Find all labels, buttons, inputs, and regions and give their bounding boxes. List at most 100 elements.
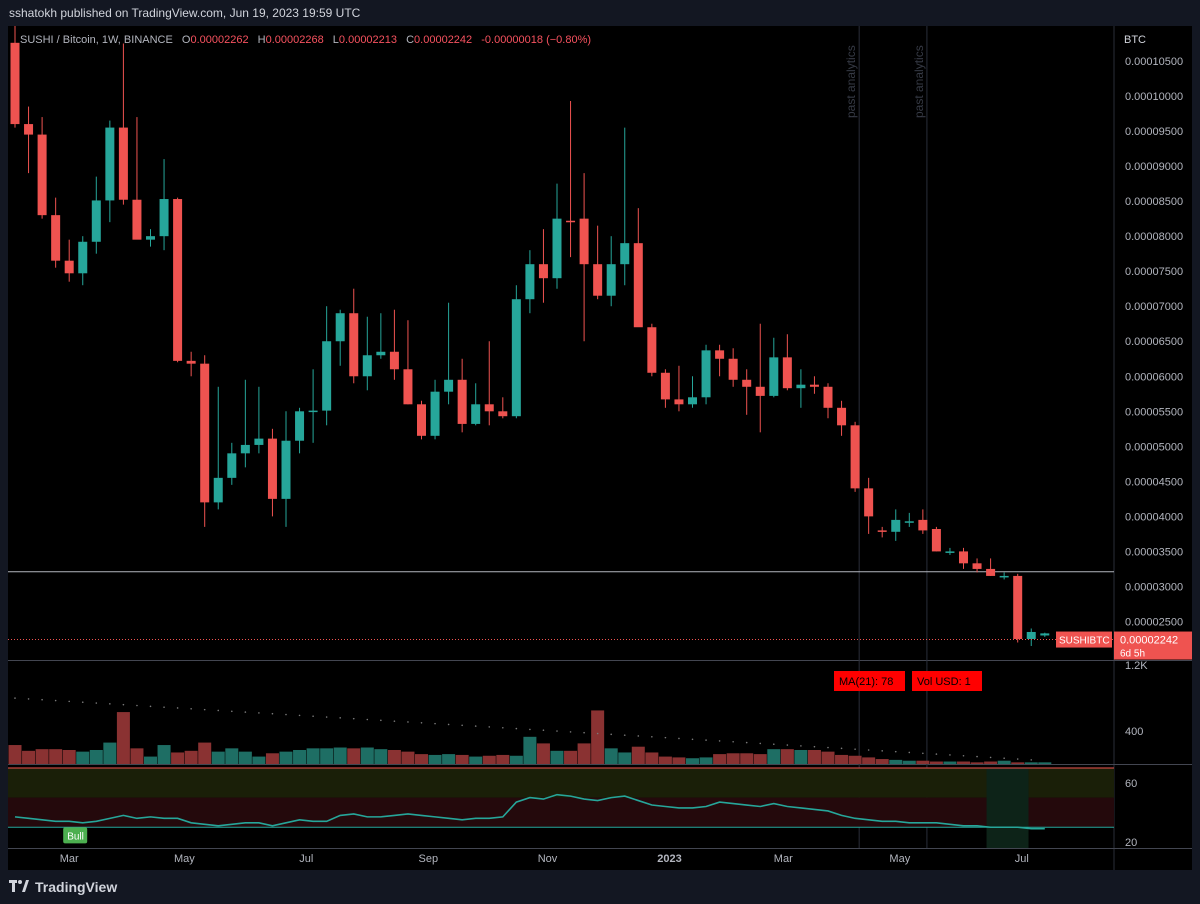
change-value: -0.00000018 (−0.80%) [481, 34, 592, 46]
volume-ma-dot [800, 745, 802, 747]
volume-ma-dot [27, 698, 30, 700]
candle-body [647, 327, 657, 373]
candle-body [159, 199, 169, 237]
price-axis-tick: 0.00010000 [1125, 91, 1183, 103]
volume-ma-dot [312, 715, 314, 718]
candle-body [10, 42, 20, 125]
time-axis-label: Mar [774, 853, 793, 865]
volume-ma-dot [813, 745, 816, 748]
volume-bar [889, 759, 903, 764]
volume-bar [347, 748, 361, 764]
close-value: 0.00002242 [414, 34, 473, 46]
volume-ma-dot [651, 736, 653, 738]
vertical-marker-label: past analytics [844, 45, 858, 118]
time-axis-label: Jul [1015, 853, 1029, 865]
candle-body [728, 358, 738, 380]
volume-bar [658, 756, 672, 764]
tradingview-logo-icon[interactable] [9, 879, 29, 895]
candle-body [1040, 633, 1050, 636]
rsi-line [14, 793, 1045, 830]
volume-ma-dot [122, 703, 125, 706]
candle-body [389, 351, 399, 370]
volume-bar [415, 754, 428, 764]
time-axis-label: May [889, 853, 910, 865]
candle-body [132, 199, 142, 240]
candle-body [959, 551, 968, 564]
ma-label: MA(21): 78 [839, 676, 893, 688]
candle-body [91, 200, 101, 242]
volume-bar [225, 748, 239, 764]
price-axis-tick: 0.00003000 [1125, 581, 1183, 593]
volume-bar [252, 756, 266, 764]
price-axis-tick: 0.00007000 [1125, 301, 1183, 313]
vol-usd-label: Vol USD: 1 [917, 676, 971, 688]
candle-body [918, 519, 928, 531]
countdown-label: 6d 5h [1120, 649, 1145, 660]
volume-bar [767, 749, 781, 764]
candle-body [484, 404, 494, 412]
volume-ma-dot [176, 707, 179, 709]
volume-ma-dot [366, 718, 369, 721]
volume-ma-dot [14, 697, 16, 699]
volume-ma-dot [583, 731, 585, 734]
candle-body [498, 411, 508, 417]
volume-ma-dot [542, 729, 545, 732]
volume-ma-dot [447, 723, 450, 726]
volume-bar [740, 753, 754, 764]
candle-body [945, 551, 955, 553]
volume-bar [794, 749, 808, 764]
volume-bar [35, 749, 49, 764]
open-label: O [181, 34, 191, 46]
volume-bar [293, 749, 307, 764]
candle-body [796, 384, 806, 389]
candle-body [538, 264, 548, 279]
open-value: 0.00002262 [190, 34, 249, 46]
volume-bar [76, 751, 90, 764]
candle-body [525, 264, 535, 300]
volume-bar [713, 754, 727, 764]
volume-ma-dot [610, 733, 612, 736]
volume-ma-dot [623, 734, 626, 736]
volume-bar [726, 753, 740, 764]
chart-frame[interactable]: past analytics past analytics BTC 0.0001050… [8, 26, 1192, 870]
volume-bar [577, 743, 591, 764]
candle-body [1026, 631, 1036, 639]
volume-ma-dot [244, 711, 247, 713]
volume-ma-dot [1016, 758, 1019, 760]
chart-canvas[interactable]: past analytics past analytics BTC 0.0001050… [8, 26, 1192, 870]
candle-body [674, 399, 684, 405]
volume-ma-dot [352, 717, 355, 720]
candle-body [430, 391, 440, 436]
close-label: C [406, 34, 415, 46]
rsi-axis-tick: 20 [1125, 837, 1137, 849]
low-label: L [332, 34, 339, 46]
candle-body [444, 379, 454, 392]
volume-bar [929, 761, 943, 764]
volume-bar [753, 754, 767, 764]
volume-bar [116, 712, 130, 764]
last-price-tag [1114, 631, 1192, 660]
volume-ma-dot [217, 709, 220, 712]
candle-body [660, 372, 670, 400]
volume-bar [211, 751, 225, 764]
candle-body [593, 264, 603, 296]
volume-ma-dot [759, 742, 762, 745]
price-axis-tick: 0.00009500 [1125, 126, 1183, 138]
price-axis-tick: 0.00005500 [1125, 406, 1183, 418]
volume-ma-dot [488, 726, 491, 728]
volume-bar [1011, 762, 1025, 764]
volume-bar [401, 751, 415, 764]
volume-bar [862, 757, 876, 764]
candle-body [322, 341, 332, 411]
volume-bar [469, 756, 483, 764]
price-axis-tick: 0.00008000 [1125, 231, 1183, 243]
bull-signal-badge [63, 827, 88, 844]
time-axis-label: Nov [538, 853, 558, 865]
volume-bar [970, 762, 984, 764]
volume-bar [171, 752, 185, 764]
volume-ma-dot [881, 750, 883, 752]
volume-ma-dot [1030, 759, 1033, 761]
candle-body [295, 411, 305, 441]
volume-bar [536, 743, 550, 764]
price-axis-tick: 0.00002500 [1125, 616, 1183, 628]
